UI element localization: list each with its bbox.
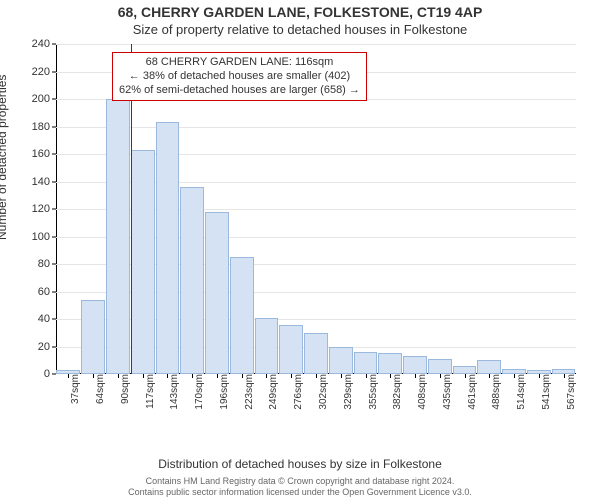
x-tick-label: 329sqm: [339, 374, 354, 410]
bar: [453, 366, 477, 374]
bar: [378, 353, 402, 374]
annotation-line: ← 38% of detached houses are smaller (40…: [119, 70, 360, 84]
bar: [477, 360, 501, 374]
footer-line: Contains public sector information licen…: [0, 487, 600, 498]
y-axis-label: Number of detached properties: [0, 75, 9, 240]
y-tick-label: 160: [32, 148, 50, 160]
y-tick-mark: [52, 209, 56, 210]
bar: [329, 347, 353, 375]
bar: [304, 333, 328, 374]
footer-attribution: Contains HM Land Registry data © Crown c…: [0, 476, 600, 498]
x-tick-label: 170sqm: [190, 374, 205, 410]
bar: [81, 300, 105, 374]
x-tick-label: 143sqm: [165, 374, 180, 410]
bar: [156, 122, 180, 374]
x-tick-label: 382sqm: [388, 374, 403, 410]
y-tick-mark: [52, 99, 56, 100]
bar: [255, 318, 279, 374]
x-tick-label: 302sqm: [314, 374, 329, 410]
x-tick-label: 514sqm: [512, 374, 527, 410]
y-tick-label: 40: [38, 313, 50, 325]
bar: [131, 150, 155, 374]
y-tick-label: 0: [44, 368, 50, 380]
x-tick-label: 488sqm: [487, 374, 502, 410]
annotation-line: 68 CHERRY GARDEN LANE: 116sqm: [119, 56, 360, 70]
x-tick-label: 435sqm: [438, 374, 453, 410]
y-tick-label: 240: [32, 38, 50, 50]
x-tick-label: 541sqm: [537, 374, 552, 410]
chart-subtitle: Size of property relative to detached ho…: [0, 22, 600, 37]
x-tick-label: 461sqm: [463, 374, 478, 410]
y-tick-label: 20: [38, 341, 50, 353]
y-tick-label: 220: [32, 66, 50, 78]
y-tick-mark: [52, 346, 56, 347]
bar: [428, 359, 452, 374]
bar: [205, 212, 229, 374]
y-tick-mark: [52, 264, 56, 265]
y-tick-mark: [52, 154, 56, 155]
y-tick-label: 120: [32, 203, 50, 215]
y-tick-label: 140: [32, 176, 50, 188]
x-tick-label: 567sqm: [562, 374, 577, 410]
bar: [354, 352, 378, 374]
y-tick-mark: [52, 236, 56, 237]
y-tick-mark: [52, 71, 56, 72]
y-tick-label: 180: [32, 121, 50, 133]
footer-line: Contains HM Land Registry data © Crown c…: [0, 476, 600, 487]
y-tick-label: 100: [32, 231, 50, 243]
x-tick-label: 408sqm: [413, 374, 428, 410]
y-tick-mark: [52, 44, 56, 45]
bar: [279, 325, 303, 375]
x-axis-label: Distribution of detached houses by size …: [0, 457, 600, 471]
y-tick-mark: [52, 126, 56, 127]
bar: [106, 99, 130, 374]
y-tick-label: 80: [38, 258, 50, 270]
y-tick-mark: [52, 319, 56, 320]
x-tick-label: 249sqm: [264, 374, 279, 410]
x-tick-label: 37sqm: [66, 374, 81, 404]
annotation-line: 62% of semi-detached houses are larger (…: [119, 84, 360, 98]
x-tick-label: 276sqm: [289, 374, 304, 410]
chart-title: 68, CHERRY GARDEN LANE, FOLKESTONE, CT19…: [0, 4, 600, 20]
chart-container: 68, CHERRY GARDEN LANE, FOLKESTONE, CT19…: [0, 0, 600, 500]
x-tick-label: 64sqm: [91, 374, 106, 404]
y-tick-mark: [52, 181, 56, 182]
y-tick-label: 60: [38, 286, 50, 298]
x-tick-label: 90sqm: [116, 374, 131, 404]
x-tick-label: 355sqm: [364, 374, 379, 410]
bar: [180, 187, 204, 374]
bar: [403, 356, 427, 374]
x-tick-label: 117sqm: [141, 374, 156, 409]
y-tick-mark: [52, 374, 56, 375]
x-tick-label: 196sqm: [215, 374, 230, 410]
x-tick-label: 223sqm: [240, 374, 255, 410]
y-tick-mark: [52, 291, 56, 292]
plot-area: 020406080100120140160180200220240 37sqm6…: [56, 44, 576, 374]
y-tick-label: 200: [32, 93, 50, 105]
bar: [230, 257, 254, 374]
annotation-box: 68 CHERRY GARDEN LANE: 116sqm ← 38% of d…: [112, 52, 367, 101]
